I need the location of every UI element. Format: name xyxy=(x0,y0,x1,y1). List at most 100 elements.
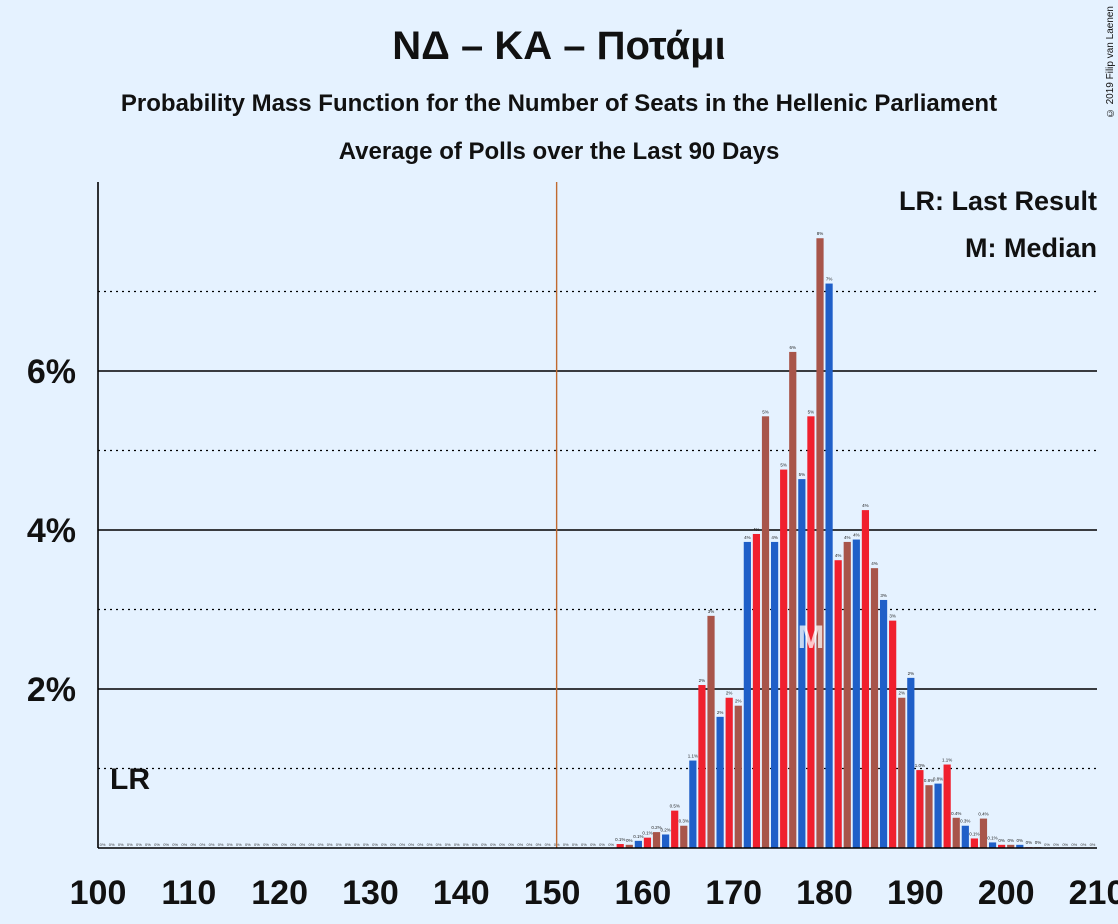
zero-value-label: 0% xyxy=(218,842,224,847)
bar-value-label: 0.2% xyxy=(660,827,670,832)
zero-value-label: 0% xyxy=(372,842,378,847)
zero-value-label: 0% xyxy=(399,842,405,847)
zero-value-label: 0% xyxy=(163,842,169,847)
y-tick-label: 6% xyxy=(27,353,76,391)
zero-value-label: 0% xyxy=(1071,842,1077,847)
bar-value-label: 4% xyxy=(853,533,860,538)
zero-value-label: 0% xyxy=(1053,842,1059,847)
bar-seats-170 xyxy=(734,705,742,848)
bar-seats-163 xyxy=(671,810,679,848)
bar-seats-191 xyxy=(925,785,933,848)
bar-value-label: 0.8% xyxy=(924,778,934,783)
bar-seats-199 xyxy=(998,844,1006,848)
bar-value-label: 0.4% xyxy=(978,812,988,817)
last-result-marker: LR xyxy=(110,763,150,796)
bar-seats-189 xyxy=(907,677,915,848)
bar-seats-201 xyxy=(1016,844,1024,848)
bar-seats-182 xyxy=(843,541,851,848)
bar-value-label: 4% xyxy=(871,561,878,566)
bar-seats-169 xyxy=(725,697,733,848)
x-tick-label: 120 xyxy=(251,874,308,912)
bar-seats-193 xyxy=(943,764,951,848)
bar-seats-164 xyxy=(680,825,688,848)
zero-value-label: 0% xyxy=(1062,842,1068,847)
zero-value-label: 0% xyxy=(281,842,287,847)
bar-value-label: 0.4% xyxy=(951,811,961,816)
x-tick-label: 130 xyxy=(342,874,399,912)
bar-value-label: 5% xyxy=(762,409,769,414)
bar-value-label: 2% xyxy=(898,691,905,696)
bar-seats-186 xyxy=(879,599,888,848)
legend-median: M: Median xyxy=(965,233,1097,263)
bar-seats-187 xyxy=(889,620,897,848)
chart-subtitle: Probability Mass Function for the Number… xyxy=(120,90,998,117)
chart-subtitle-period: Average of Polls over the Last 90 Days xyxy=(338,138,780,165)
bar-seats-157 xyxy=(616,844,624,848)
bar-value-label: 0.1% xyxy=(969,831,979,836)
bar-value-label: 4% xyxy=(844,535,851,540)
bar-seats-167 xyxy=(707,615,715,848)
zero-value-label: 0% xyxy=(572,842,578,847)
bar-value-label: 1.1% xyxy=(688,754,698,759)
zero-value-label: 0% xyxy=(499,842,505,847)
zero-value-label: 0% xyxy=(136,842,142,847)
zero-value-label: 0% xyxy=(408,842,414,847)
zero-value-label: 0% xyxy=(318,842,324,847)
bar-value-label: 0.8% xyxy=(933,777,943,782)
bar-value-label: 1.1% xyxy=(942,758,952,763)
zero-value-label: 0% xyxy=(545,842,551,847)
zero-value-label: 0% xyxy=(145,842,151,847)
x-tick-label: 150 xyxy=(524,874,581,912)
zero-value-label: 0% xyxy=(154,842,160,847)
bar-value-label: 2% xyxy=(717,710,724,715)
bar-seats-188 xyxy=(898,697,906,848)
zero-value-label: 0% xyxy=(109,842,115,847)
zero-value-label: 0% xyxy=(536,842,542,847)
bar-seats-166 xyxy=(698,685,706,848)
bar-seats-172 xyxy=(752,533,761,848)
bar-seats-184 xyxy=(861,510,870,848)
bar-value-label: 2% xyxy=(726,691,733,696)
bar-value-label: 0% xyxy=(1017,838,1024,843)
zero-value-label: 0% xyxy=(463,842,469,847)
zero-value-label: 0% xyxy=(190,842,196,847)
zero-value-label: 0% xyxy=(517,842,523,847)
bar-seats-195 xyxy=(961,825,969,848)
bar-value-label: 0% xyxy=(1026,840,1033,845)
bar-seats-173 xyxy=(761,416,770,848)
bar-seats-192 xyxy=(934,783,942,848)
bar-seats-177 xyxy=(798,479,806,848)
bar-seats-200 xyxy=(1007,844,1015,848)
zero-value-label: 0% xyxy=(209,842,215,847)
zero-value-label: 0% xyxy=(1044,842,1050,847)
bar-seats-194 xyxy=(952,817,960,848)
bar-value-label: 2% xyxy=(699,678,706,683)
zero-value-label: 0% xyxy=(299,842,305,847)
bar-seats-165 xyxy=(689,760,697,848)
bar-seats-185 xyxy=(870,568,879,848)
zero-value-label: 0% xyxy=(272,842,278,847)
y-tick-label: 4% xyxy=(27,512,76,550)
zero-value-label: 0% xyxy=(227,842,233,847)
zero-value-label: 0% xyxy=(590,842,596,847)
zero-value-label: 0% xyxy=(345,842,351,847)
bar-value-label: 0.1% xyxy=(615,837,625,842)
x-tick-label: 190 xyxy=(887,874,944,912)
zero-value-label: 0% xyxy=(427,842,433,847)
bar-seats-180 xyxy=(825,283,833,848)
bar-seats-158 xyxy=(625,844,633,848)
zero-value-label: 0% xyxy=(481,842,487,847)
zero-value-label: 0% xyxy=(454,842,460,847)
bar-seats-176 xyxy=(789,351,797,848)
bar-value-label: 0.1% xyxy=(642,831,652,836)
zero-value-label: 0% xyxy=(100,842,106,847)
zero-value-label: 0% xyxy=(172,842,178,847)
bar-seats-190 xyxy=(916,770,924,848)
bar-value-label: 4% xyxy=(862,503,869,508)
bar-seats-198 xyxy=(988,842,997,848)
zero-value-label: 0% xyxy=(245,842,251,847)
zero-value-label: 0% xyxy=(490,842,496,847)
bar-seats-168 xyxy=(716,716,724,848)
bar-value-label: 0% xyxy=(1035,840,1042,845)
